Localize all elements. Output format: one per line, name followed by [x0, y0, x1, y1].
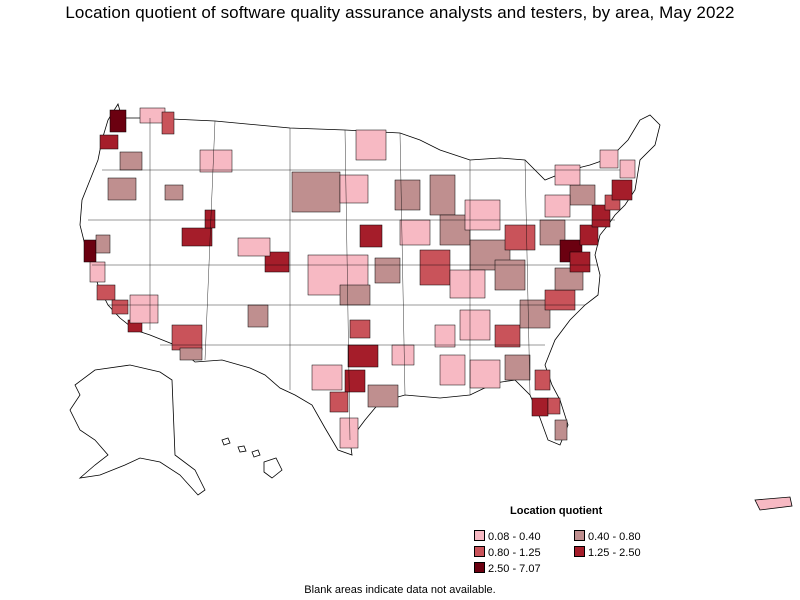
legend-swatch — [574, 530, 585, 541]
legend-item-2: 0.40 - 0.80 — [574, 530, 641, 543]
legend-title: Location quotient — [510, 505, 603, 517]
legend-swatch — [574, 546, 585, 557]
footnote: Blank areas indicate data not available. — [304, 584, 496, 596]
puerto-rico-outline — [754, 496, 793, 511]
area-dallas — [347, 344, 379, 368]
legend-swatch — [474, 546, 485, 557]
legend-item-5: 2.50 - 7.07 — [474, 562, 541, 575]
alaska-outline — [69, 364, 206, 496]
area-bay-area — [83, 239, 97, 263]
area-portland — [99, 134, 119, 150]
area-seattle — [109, 109, 127, 133]
shaded-areas — [83, 107, 636, 449]
legend-item-1: 0.08 - 0.40 — [474, 530, 541, 543]
legend-swatch — [474, 530, 485, 541]
legend-item-3: 0.80 - 1.25 — [474, 546, 541, 559]
area-salt-lake — [181, 227, 213, 247]
area-boundaries — [88, 118, 620, 441]
legend-swatch — [474, 562, 485, 573]
map-title: Location quotient of software quality as… — [65, 3, 735, 22]
area-atlanta — [494, 324, 521, 348]
legend-item-4: 1.25 - 2.50 — [574, 546, 641, 559]
area-boston — [611, 179, 633, 201]
hawaii-islands — [221, 437, 283, 479]
area-denver — [264, 251, 290, 273]
